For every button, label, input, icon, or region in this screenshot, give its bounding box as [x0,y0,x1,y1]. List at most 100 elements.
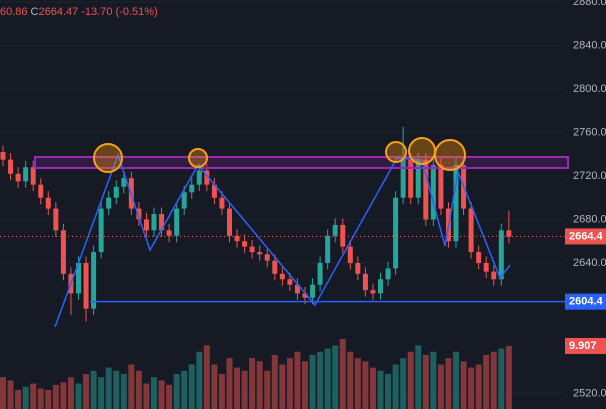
circles [93,137,466,173]
y-tick-label: 2760.00 [573,126,606,138]
volume-bar [309,354,316,409]
candle-body [136,208,142,220]
circle [188,148,208,168]
candle-body [143,219,149,231]
volume-bar [324,348,331,409]
volume-bar [211,364,218,409]
candle-body [264,254,270,261]
volume-bar [430,351,437,409]
candle-body [332,224,338,236]
y-tick-label: 2840.00 [573,39,606,51]
candle-body [415,159,421,198]
candle-body [257,252,263,255]
candle-body [196,170,202,185]
candle-body [106,197,112,209]
zone-rectangle [34,156,569,169]
low-value: 60.86 [0,6,28,18]
volume-bar [52,384,59,409]
volume-bar [113,370,120,409]
volume-bar [505,345,512,409]
close-prefix: C [30,6,39,18]
y-tick-label: 2520.00 [573,387,606,399]
candle-body [362,273,368,291]
candle-body [347,246,353,263]
volume-bar [67,377,74,409]
volume-bar [196,351,203,409]
candle-body [385,268,391,280]
volume-bar [249,358,256,409]
volume-bar [498,348,505,409]
volume-bar [83,374,90,409]
candle-body [8,159,14,174]
volume-bar [15,389,22,409]
volume-bar [0,377,6,409]
candle-body [378,279,383,294]
volume-bar [422,354,429,409]
volume-bar [22,386,29,409]
volume-bar [347,351,354,409]
volume-bar [490,351,497,409]
volume-bar [166,384,173,409]
candle-body [393,197,399,269]
volume-bar [151,377,157,409]
volume-bar [468,367,475,409]
candle-body [121,178,127,187]
volume-bar [75,383,82,409]
volume-bar [445,358,452,409]
candle-body [317,262,323,285]
volume-bar [45,389,52,409]
candle-body [370,290,376,294]
candle-body [151,214,157,231]
volume-bar [369,367,376,409]
volume-bar [460,361,467,409]
circle [408,137,436,165]
volume-box [565,337,606,354]
candle-body [159,214,165,231]
volume-bar [188,364,195,409]
volume-bar [339,339,346,409]
volume-bar [226,358,233,409]
candle-body [408,159,414,198]
candle-body [294,284,300,294]
volume-bar [105,367,112,409]
zigzag-drawing [54,152,511,328]
candle-body [15,173,21,182]
candle-body [189,184,195,193]
volume-bar [256,361,263,409]
candle-body [181,192,187,209]
volume-bar [98,377,105,409]
candle-body [468,208,474,253]
volume-bar [483,354,490,409]
volume-bar [218,374,225,409]
candle-body [438,165,444,209]
candle-body [287,279,293,285]
circle [93,143,123,173]
candle-body [279,273,285,280]
close-value: 2664.47 [38,6,79,18]
candle-body [53,208,59,231]
volume-bar [415,345,422,409]
candle-body [491,271,497,280]
candle-body [45,197,51,209]
volume-bar [294,351,301,409]
volume-bar [143,383,150,409]
candle-body [91,252,97,309]
candle-body [38,184,44,198]
candle-body [355,262,361,274]
volume-label: 9.907 [569,340,597,352]
volume-bar [203,345,210,409]
candle-body [400,159,406,198]
volume-bar [173,374,180,409]
candle-body [83,262,89,309]
candle-body [453,165,459,242]
candle-body [204,170,210,185]
candle-body [166,230,172,236]
candle-body [219,197,225,209]
candle-body [423,159,429,220]
candle-body [211,184,217,198]
volume-bar [181,370,188,409]
volume-bar [279,364,286,409]
volume-bar [90,370,97,409]
